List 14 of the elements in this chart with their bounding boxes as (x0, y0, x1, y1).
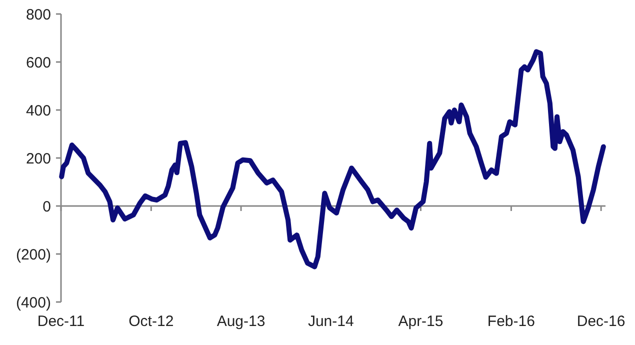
x-tick-label: Feb-16 (487, 313, 535, 330)
x-tick-label: Jun-14 (308, 313, 354, 330)
y-tick-label: (200) (16, 246, 51, 264)
y-tick-label: 400 (26, 102, 51, 120)
y-tick-label: 800 (26, 6, 51, 24)
y-tick-label: (400) (16, 294, 51, 312)
x-tick-label: Oct-12 (128, 313, 174, 330)
y-tick-label: 200 (26, 150, 51, 168)
x-tick-label: Aug-13 (216, 313, 266, 330)
x-tick-label: Apr-15 (398, 313, 444, 330)
x-tick-label: Dec-16 (576, 313, 626, 330)
y-tick-label: 0 (42, 198, 51, 216)
x-tick-label: Dec-11 (37, 313, 85, 330)
y-tick-label: 600 (26, 54, 51, 72)
